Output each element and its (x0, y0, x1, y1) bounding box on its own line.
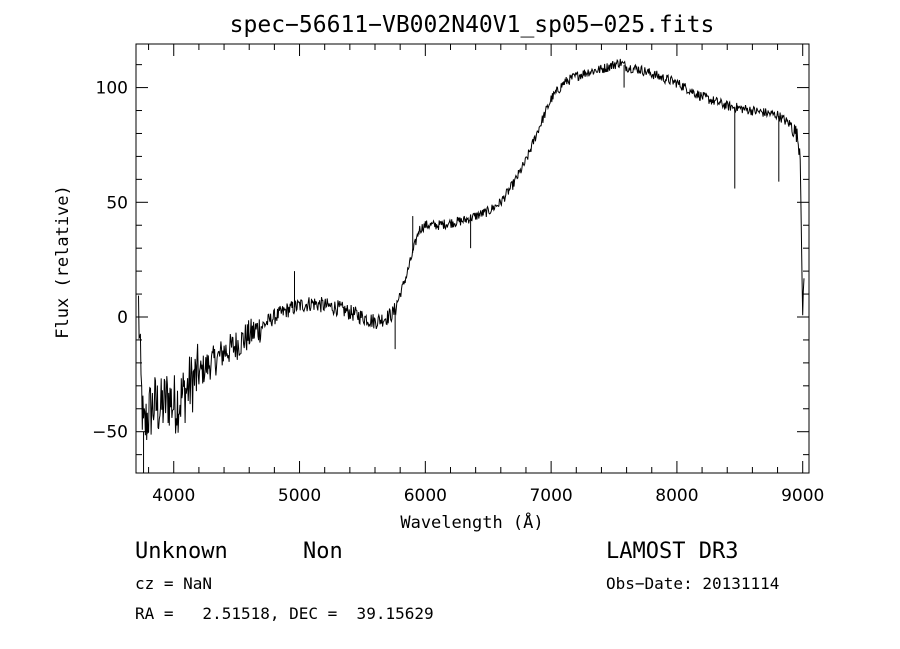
object-class: Unknown (135, 539, 228, 564)
redshift-text: cz = NaN (135, 574, 212, 593)
y-tick-label: 100 (96, 79, 128, 99)
y-tick-label: 0 (117, 308, 128, 328)
y-tick-label: −50 (92, 423, 128, 443)
object-subclass: Non (303, 539, 343, 564)
y-tick-label: 50 (106, 193, 128, 213)
spectrum-line (138, 58, 805, 441)
y-axis-label: Flux (relative) (53, 185, 73, 339)
x-tick-label: 4000 (152, 486, 195, 506)
x-tick-label: 8000 (655, 486, 698, 506)
survey-name: LAMOST DR3 (606, 539, 738, 564)
chart-title: spec−56611−VB002N40V1_sp05−025.fits (230, 12, 715, 38)
y-tick-labels: −50 0 50 100 (92, 79, 128, 443)
plot-area (138, 58, 805, 473)
x-axis-label: Wavelength (Å) (400, 511, 543, 533)
axis-ticks (136, 44, 809, 473)
plot-frame (135, 43, 810, 474)
x-tick-label: 7000 (529, 486, 572, 506)
obs-date-text: Obs−Date: 20131114 (606, 574, 779, 593)
coordinates-text: RA = 2.51518, DEC = 39.15629 (135, 604, 434, 623)
x-tick-label: 6000 (404, 486, 447, 506)
x-tick-label: 9000 (781, 486, 824, 506)
x-tick-label: 5000 (278, 486, 321, 506)
x-tick-labels: 4000 5000 6000 7000 8000 9000 (152, 486, 824, 506)
